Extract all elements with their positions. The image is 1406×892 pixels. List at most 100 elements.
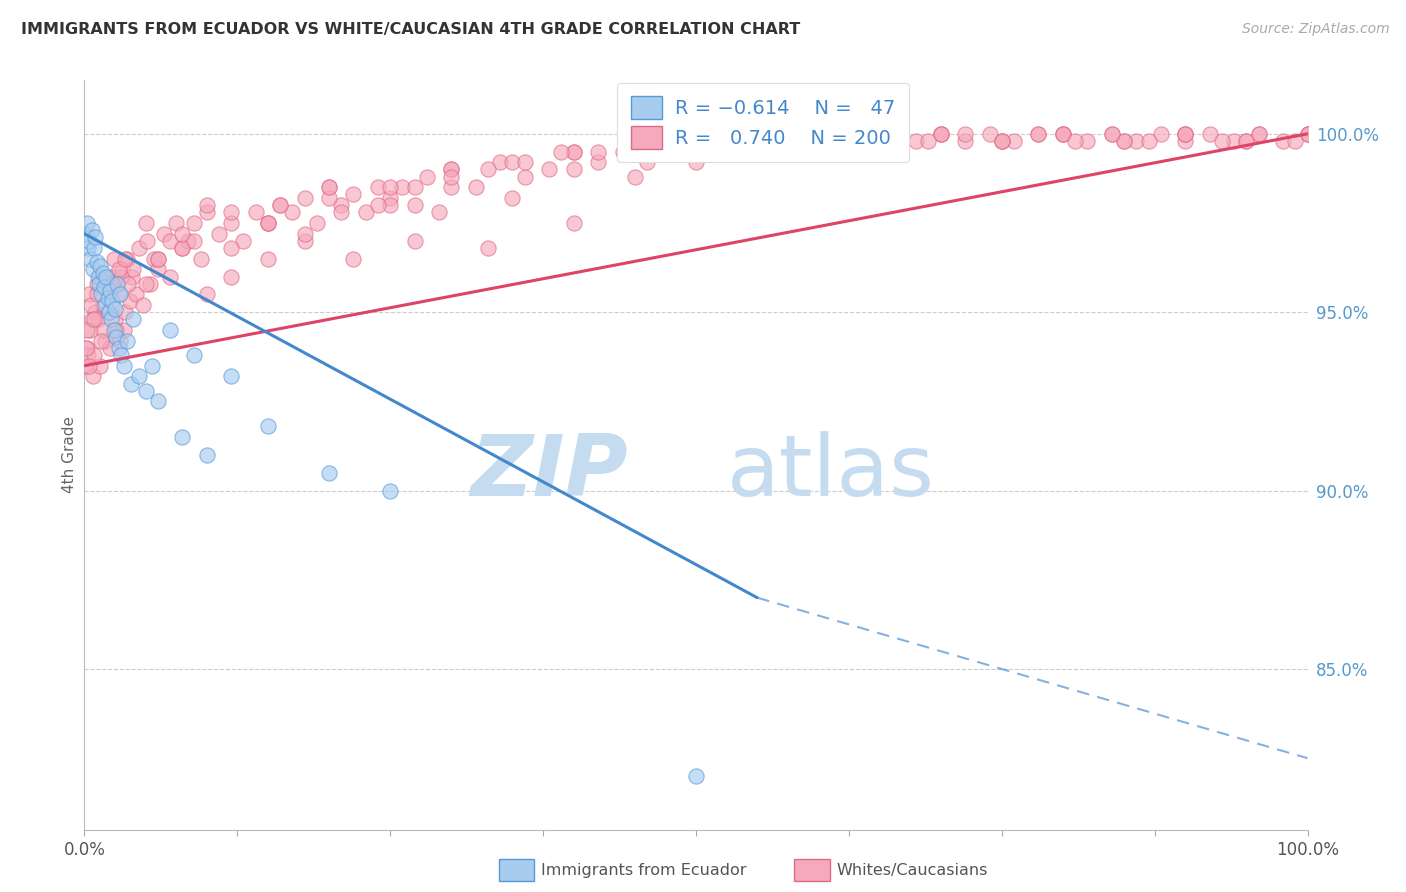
Point [269, 198, 291, 212]
Point [183, 234, 205, 248]
Text: Source: ZipAtlas.com: Source: ZipAtlas.com [1241, 22, 1389, 37]
Point [97, 287, 120, 301]
Point [232, 234, 254, 248]
Point [82, 262, 104, 277]
Point [330, 198, 353, 212]
Point [165, 216, 187, 230]
Point [807, 127, 830, 141]
Point [115, 334, 138, 348]
Point [120, 376, 142, 391]
Point [108, 287, 131, 301]
Point [190, 252, 212, 266]
Point [1052, 127, 1074, 141]
Text: Immigrants from Ecuador: Immigrants from Ecuador [541, 863, 747, 878]
Point [1236, 134, 1258, 148]
Point [1223, 134, 1246, 148]
Point [783, 127, 806, 141]
Text: IMMIGRANTS FROM ECUADOR VS WHITE/CAUCASIAN 4TH GRADE CORRELATION CHART: IMMIGRANTS FROM ECUADOR VS WHITE/CAUCASI… [21, 22, 800, 37]
Point [929, 127, 952, 141]
Point [146, 262, 169, 277]
Point [844, 134, 866, 148]
Point [195, 205, 218, 219]
Point [747, 145, 769, 159]
Point [1236, 134, 1258, 148]
Point [98, 341, 121, 355]
Point [135, 277, 157, 291]
Point [135, 234, 157, 248]
Point [110, 269, 132, 284]
Point [93, 269, 115, 284]
Point [1247, 127, 1270, 141]
Point [562, 145, 585, 159]
Point [513, 155, 536, 169]
Point [76, 341, 98, 355]
Point [159, 269, 181, 284]
Point [1296, 127, 1319, 141]
Point [105, 277, 128, 291]
Point [97, 305, 120, 319]
Point [685, 769, 707, 783]
Point [586, 145, 609, 159]
Point [146, 252, 169, 266]
Point [90, 287, 112, 301]
Point [953, 134, 976, 148]
Point [103, 252, 125, 266]
Point [1028, 127, 1050, 141]
Point [562, 162, 585, 177]
Point [87, 312, 110, 326]
Point [1002, 134, 1025, 148]
Point [84, 230, 107, 244]
Point [269, 198, 291, 212]
Point [917, 134, 939, 148]
Point [172, 241, 194, 255]
Point [257, 216, 280, 230]
Point [391, 180, 413, 194]
Point [219, 216, 242, 230]
Point [624, 169, 647, 184]
Point [440, 180, 463, 194]
Point [80, 298, 103, 312]
Point [502, 191, 524, 205]
Point [661, 127, 683, 141]
Point [257, 419, 280, 434]
Point [75, 227, 97, 241]
Point [101, 277, 124, 291]
Point [697, 134, 720, 148]
Point [208, 227, 231, 241]
Point [1284, 134, 1306, 148]
Point [869, 134, 891, 148]
Point [624, 134, 647, 148]
Point [257, 252, 280, 266]
Point [477, 162, 499, 177]
Point [146, 252, 169, 266]
Point [75, 359, 97, 373]
Point [135, 384, 157, 398]
Point [562, 145, 585, 159]
Point [953, 127, 976, 141]
Point [1174, 134, 1197, 148]
Point [96, 269, 118, 284]
Text: ZIP: ZIP [471, 431, 628, 515]
Point [624, 134, 647, 148]
Point [89, 259, 111, 273]
Point [807, 127, 830, 141]
Point [219, 205, 242, 219]
Point [118, 294, 141, 309]
Point [257, 216, 280, 230]
Point [112, 323, 135, 337]
Point [1174, 127, 1197, 141]
Point [991, 134, 1014, 148]
Point [1211, 134, 1233, 148]
Point [1028, 127, 1050, 141]
Point [125, 287, 148, 301]
Point [929, 127, 952, 141]
Point [856, 134, 879, 148]
Point [105, 277, 128, 291]
Point [807, 134, 830, 148]
Point [1101, 127, 1123, 141]
Text: atlas: atlas [727, 431, 935, 515]
Point [929, 127, 952, 141]
Point [97, 291, 120, 305]
Point [128, 241, 150, 255]
Point [1247, 127, 1270, 141]
